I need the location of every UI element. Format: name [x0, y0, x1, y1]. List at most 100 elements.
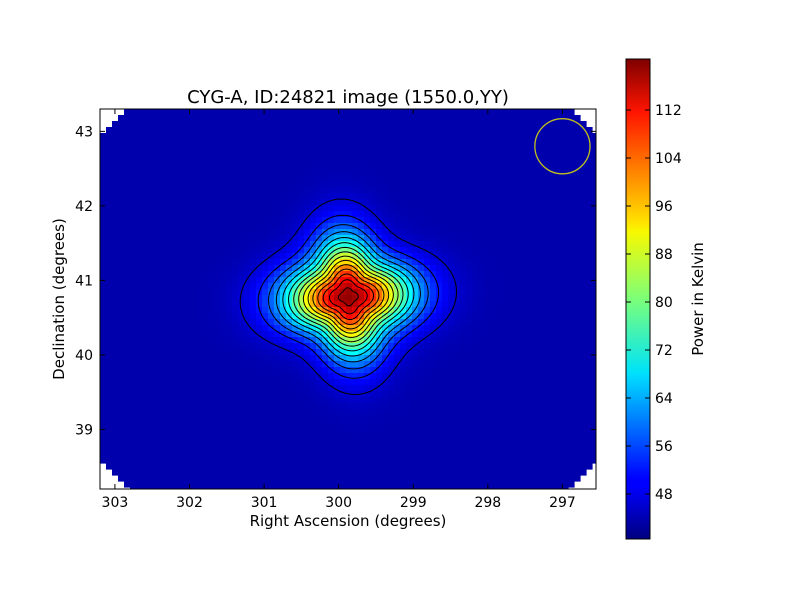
heatmap-cell [310, 157, 317, 164]
heatmap-cell [130, 223, 137, 230]
heatmap-cell [100, 133, 107, 140]
heatmap-cell [190, 193, 197, 200]
heatmap-cell [136, 409, 143, 416]
heatmap-cell [364, 415, 371, 422]
heatmap-cell [286, 145, 293, 152]
heatmap-cell [190, 157, 197, 164]
heatmap-cell [454, 325, 461, 332]
heatmap-cell [286, 199, 293, 206]
heatmap-cell [178, 307, 185, 314]
heatmap-cell [208, 469, 215, 476]
heatmap-cell [460, 121, 467, 128]
heatmap-cell [130, 289, 137, 296]
heatmap-cell [328, 445, 335, 452]
heatmap-cell [148, 229, 155, 236]
heatmap-cell [172, 397, 179, 404]
heatmap-cell [244, 439, 251, 446]
heatmap-cell [100, 409, 107, 416]
heatmap-cell [214, 271, 221, 278]
heatmap-cell [262, 109, 269, 116]
heatmap-cell [322, 343, 329, 350]
heatmap-cell [502, 139, 509, 146]
heatmap-cell [292, 187, 299, 194]
heatmap-cell [226, 469, 233, 476]
heatmap-cell [220, 127, 227, 134]
heatmap-cell [394, 223, 401, 230]
heatmap-cell [196, 403, 203, 410]
heatmap-cell [586, 295, 593, 302]
heatmap-cell [568, 379, 575, 386]
heatmap-cell [220, 319, 227, 326]
heatmap-cell [472, 181, 479, 188]
heatmap-cell [388, 385, 395, 392]
heatmap-cell [178, 433, 185, 440]
heatmap-cell [370, 217, 377, 224]
heatmap-cell [508, 205, 515, 212]
heatmap-cell [508, 223, 515, 230]
heatmap-cell [262, 283, 269, 290]
heatmap-cell [562, 127, 569, 134]
heatmap-cell [424, 187, 431, 194]
heatmap-cell [556, 349, 563, 356]
heatmap-cell [370, 265, 377, 272]
heatmap-cell [334, 343, 341, 350]
heatmap-cell [334, 301, 341, 308]
heatmap-cell [508, 253, 515, 260]
heatmap-cell [166, 379, 173, 386]
heatmap-cell [358, 421, 365, 428]
heatmap-cell [592, 433, 596, 440]
heatmap-cell [166, 127, 173, 134]
heatmap-cell [442, 457, 449, 464]
heatmap-cell [460, 331, 467, 338]
heatmap-cell [562, 163, 569, 170]
heatmap-cell [580, 439, 587, 446]
heatmap-cell [448, 265, 455, 272]
heatmap-cell [484, 193, 491, 200]
heatmap-cell [472, 133, 479, 140]
heatmap-cell [268, 331, 275, 338]
heatmap-cell [238, 109, 245, 116]
heatmap-cell [214, 367, 221, 374]
heatmap-cell [166, 373, 173, 380]
heatmap-cell [196, 451, 203, 458]
heatmap-cell [280, 205, 287, 212]
heatmap-cell [220, 355, 227, 362]
heatmap-cell [316, 121, 323, 128]
heatmap-cell [268, 235, 275, 242]
heatmap-cell [346, 127, 353, 134]
heatmap-cell [256, 259, 263, 266]
heatmap-cell [112, 463, 119, 470]
heatmap-cell [508, 259, 515, 266]
heatmap-cell [304, 427, 311, 434]
heatmap-cell [280, 427, 287, 434]
heatmap-cell [430, 385, 437, 392]
heatmap-cell [388, 451, 395, 458]
heatmap-cell [262, 247, 269, 254]
heatmap-cell [202, 289, 209, 296]
heatmap-cell [364, 397, 371, 404]
heatmap-cell [160, 253, 167, 260]
heatmap-cell [154, 469, 161, 476]
heatmap-cell [364, 349, 371, 356]
heatmap-cell [334, 397, 341, 404]
heatmap-cell [574, 187, 581, 194]
heatmap-cell [340, 115, 347, 122]
heatmap-cell [460, 445, 467, 452]
heatmap-cell [190, 307, 197, 314]
heatmap-cell [130, 133, 137, 140]
heatmap-cell [184, 433, 191, 440]
heatmap-cell [394, 361, 401, 368]
heatmap-cell [478, 307, 485, 314]
heatmap-cell [526, 379, 533, 386]
heatmap-cell [100, 145, 107, 152]
heatmap-cell [514, 421, 521, 428]
heatmap-cell [154, 325, 161, 332]
heatmap-cell [100, 361, 107, 368]
heatmap-cell [328, 229, 335, 236]
heatmap-cell [484, 415, 491, 422]
heatmap-cell [484, 331, 491, 338]
heatmap-cell [502, 145, 509, 152]
heatmap-cell [436, 421, 443, 428]
heatmap-cell [376, 301, 383, 308]
heatmap-cell [550, 181, 557, 188]
